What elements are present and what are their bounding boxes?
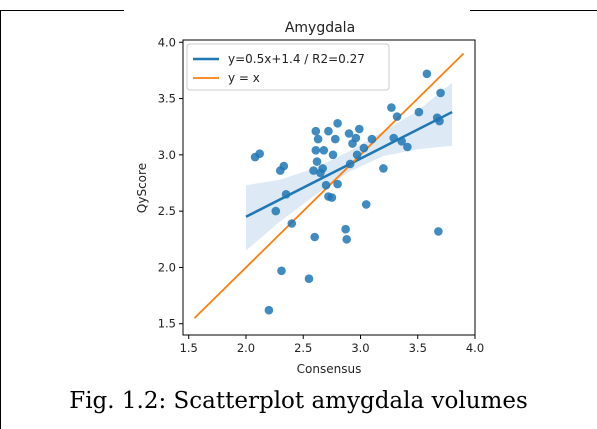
scatter-point xyxy=(345,159,355,169)
scatter-point xyxy=(311,146,321,155)
scatter-point xyxy=(379,164,388,173)
scatter-point xyxy=(351,133,361,143)
scatter-point xyxy=(279,161,289,171)
chart-title: Amygdala xyxy=(285,20,355,36)
scatter-point xyxy=(342,235,352,244)
scatter-point xyxy=(264,305,274,315)
y-tick-label: 3.5 xyxy=(158,92,176,106)
scatter-point xyxy=(310,232,320,242)
scatter-point xyxy=(277,266,286,276)
x-tick-label: 4.0 xyxy=(466,341,484,355)
top-rule-left xyxy=(0,10,124,11)
scatter-point xyxy=(344,129,354,138)
scatter-point xyxy=(313,134,323,144)
scatter-point xyxy=(333,179,342,189)
scatter-point xyxy=(392,112,402,121)
scatter-point xyxy=(352,150,362,160)
scatter-point xyxy=(287,219,297,228)
scatter-point xyxy=(359,143,369,153)
figure-caption: Fig. 1.2: Scatterplot amygdala volumes xyxy=(69,388,528,414)
y-tick-label: 4.0 xyxy=(158,35,176,49)
y-tick-label: 3.0 xyxy=(158,148,176,162)
legend-entry-fit: y=0.5x+1.4 / R2=0.27 xyxy=(228,52,365,66)
scatter-point xyxy=(309,166,318,175)
x-tick-label: 1.5 xyxy=(180,341,198,355)
y-tick-label: 2.0 xyxy=(158,260,176,274)
y-tick-label: 1.5 xyxy=(158,317,176,331)
y-axis-ticks: 1.5 2.0 2.5 3.0 3.5 4.0 xyxy=(158,35,183,331)
scatter-point xyxy=(328,150,338,160)
scatter-point xyxy=(434,227,443,236)
legend: y=0.5x+1.4 / R2=0.27 y = x xyxy=(186,43,390,91)
scatter-point xyxy=(281,190,291,199)
scatter-point xyxy=(321,180,331,190)
scatter-point xyxy=(331,134,340,144)
scatter-point xyxy=(327,193,337,202)
scatter-point xyxy=(333,119,342,128)
top-rule-right xyxy=(470,10,597,11)
scatter-chart: Amygdala 1.5 2.0 2.5 3.0 3.5 4.0 1.5 2.0 2.5 3.0… xyxy=(135,20,484,376)
scatter-point xyxy=(403,142,412,152)
scatter-point xyxy=(361,200,371,209)
scatter-point xyxy=(271,206,281,216)
plot-frame xyxy=(182,39,476,336)
scatter-point xyxy=(436,88,445,98)
scatter-point xyxy=(319,146,329,155)
scatter-point xyxy=(312,157,322,166)
scatter-point xyxy=(367,134,377,144)
x-axis-ticks: 1.5 2.0 2.5 3.0 3.5 4.0 xyxy=(180,335,484,355)
scatter-point xyxy=(435,116,444,126)
scatter-points-layer xyxy=(250,69,445,315)
x-axis-label: Consensus xyxy=(297,362,362,376)
x-tick-label: 3.0 xyxy=(351,341,369,355)
scatter-point xyxy=(324,126,333,136)
x-tick-label: 2.0 xyxy=(237,341,255,355)
legend-entry-identity: y = x xyxy=(228,71,260,85)
scatter-point xyxy=(255,149,264,158)
scatter-point xyxy=(318,164,328,173)
scatter-point xyxy=(389,133,399,143)
y-tick-label: 2.5 xyxy=(158,204,176,218)
scatter-point xyxy=(387,103,396,112)
scatter-point xyxy=(414,107,424,117)
left-rule xyxy=(0,10,1,429)
scatter-point xyxy=(397,137,407,146)
y-axis-label: QyScore xyxy=(135,163,149,213)
x-tick-label: 2.5 xyxy=(294,341,312,355)
legend-box xyxy=(186,43,390,91)
scatter-point xyxy=(304,274,314,284)
x-tick-label: 3.5 xyxy=(409,341,427,355)
scatter-point xyxy=(311,126,321,136)
scatter-point xyxy=(355,124,364,134)
scatter-point xyxy=(422,69,432,79)
scatter-point xyxy=(341,224,350,234)
